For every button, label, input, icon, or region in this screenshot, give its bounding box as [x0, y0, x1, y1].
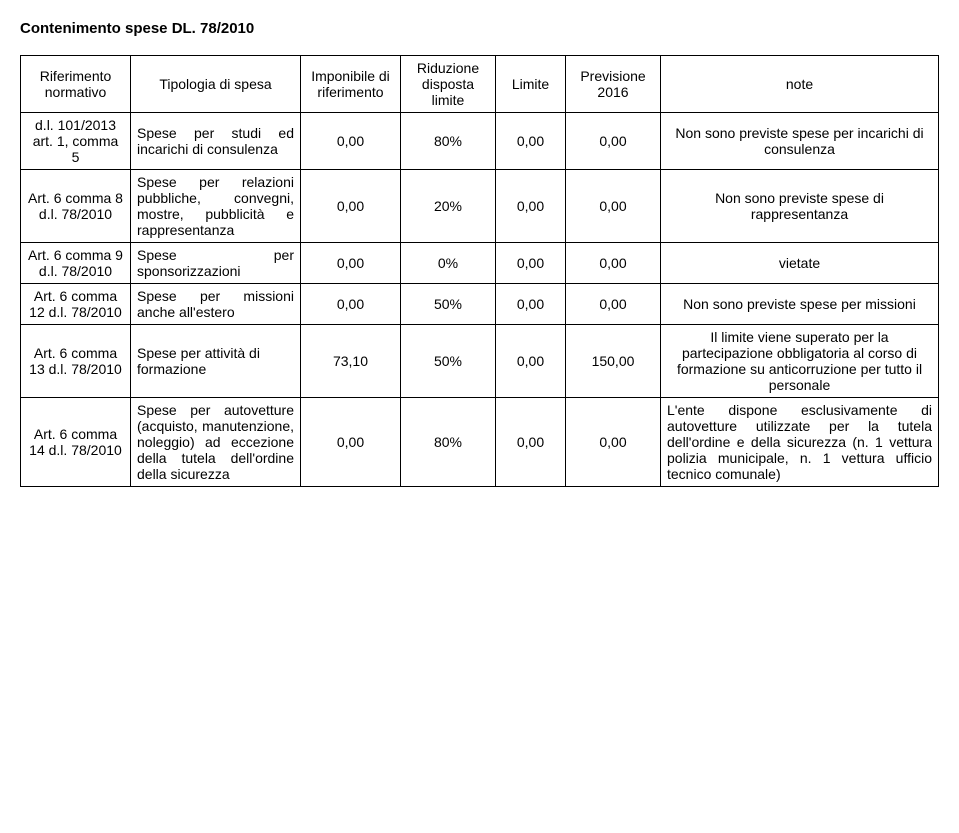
cell-tipologia: Spese per studi ed incarichi di consulen…: [131, 113, 301, 170]
cell-imponibile: 0,00: [301, 243, 401, 284]
cell-riduzione: 0%: [401, 243, 496, 284]
cell-tipologia: Spese per relazioni pubbliche, convegni,…: [131, 170, 301, 243]
header-imponibile: Imponibile di riferimento: [301, 56, 401, 113]
cell-imponibile: 0,00: [301, 170, 401, 243]
cell-note: Non sono previste spese di rappresentanz…: [661, 170, 939, 243]
header-riduzione: Riduzione disposta limite: [401, 56, 496, 113]
cell-note: vietate: [661, 243, 939, 284]
cell-riferimento: Art. 6 comma 13 d.l. 78/2010: [21, 325, 131, 398]
cell-imponibile: 0,00: [301, 398, 401, 487]
cell-previsione: 150,00: [566, 325, 661, 398]
cell-note: Non sono previste spese per incarichi di…: [661, 113, 939, 170]
table-row: d.l. 101/2013 art. 1, comma 5 Spese per …: [21, 113, 939, 170]
cell-tipologia: Spese per attività di formazione: [131, 325, 301, 398]
cell-riferimento: Art. 6 comma 14 d.l. 78/2010: [21, 398, 131, 487]
cell-riduzione: 50%: [401, 284, 496, 325]
cell-imponibile: 0,00: [301, 113, 401, 170]
cell-tipologia: Spese per sponsorizzazioni: [131, 243, 301, 284]
header-limite: Limite: [496, 56, 566, 113]
cell-note: Il limite viene superato per la partecip…: [661, 325, 939, 398]
cell-previsione: 0,00: [566, 398, 661, 487]
cell-tipologia: Spese per missioni anche all'estero: [131, 284, 301, 325]
cell-note: Non sono previste spese per missioni: [661, 284, 939, 325]
cell-limite: 0,00: [496, 243, 566, 284]
cell-previsione: 0,00: [566, 284, 661, 325]
cell-limite: 0,00: [496, 398, 566, 487]
cell-previsione: 0,00: [566, 170, 661, 243]
cell-riduzione: 20%: [401, 170, 496, 243]
cell-tipologia: Spese per autovetture (acquisto, manuten…: [131, 398, 301, 487]
cell-limite: 0,00: [496, 325, 566, 398]
cell-imponibile: 0,00: [301, 284, 401, 325]
table-row: Art. 6 comma 14 d.l. 78/2010 Spese per a…: [21, 398, 939, 487]
cell-limite: 0,00: [496, 113, 566, 170]
cell-riferimento: Art. 6 comma 12 d.l. 78/2010: [21, 284, 131, 325]
header-tipologia: Tipologia di spesa: [131, 56, 301, 113]
expense-table: Riferimento normativo Tipologia di spesa…: [20, 55, 939, 487]
cell-riferimento: Art. 6 comma 8 d.l. 78/2010: [21, 170, 131, 243]
table-row: Art. 6 comma 9 d.l. 78/2010 Spese per sp…: [21, 243, 939, 284]
cell-riduzione: 80%: [401, 113, 496, 170]
table-row: Art. 6 comma 12 d.l. 78/2010 Spese per m…: [21, 284, 939, 325]
header-note: note: [661, 56, 939, 113]
cell-previsione: 0,00: [566, 243, 661, 284]
cell-limite: 0,00: [496, 170, 566, 243]
cell-riduzione: 80%: [401, 398, 496, 487]
cell-previsione: 0,00: [566, 113, 661, 170]
cell-riferimento: Art. 6 comma 9 d.l. 78/2010: [21, 243, 131, 284]
table-header-row: Riferimento normativo Tipologia di spesa…: [21, 56, 939, 113]
table-row: Art. 6 comma 13 d.l. 78/2010 Spese per a…: [21, 325, 939, 398]
header-previsione: Previsione 2016: [566, 56, 661, 113]
cell-riduzione: 50%: [401, 325, 496, 398]
header-riferimento: Riferimento normativo: [21, 56, 131, 113]
cell-riferimento: d.l. 101/2013 art. 1, comma 5: [21, 113, 131, 170]
table-row: Art. 6 comma 8 d.l. 78/2010 Spese per re…: [21, 170, 939, 243]
cell-note: L'ente dispone esclusivamente di autovet…: [661, 398, 939, 487]
page-title: Contenimento spese DL. 78/2010: [20, 20, 939, 37]
cell-limite: 0,00: [496, 284, 566, 325]
cell-imponibile: 73,10: [301, 325, 401, 398]
